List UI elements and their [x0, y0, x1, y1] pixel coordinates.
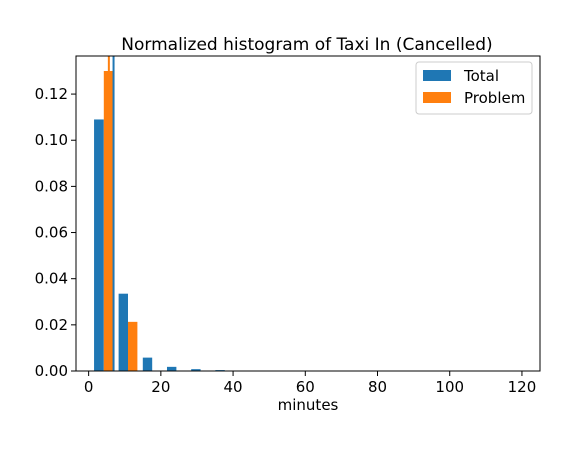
x-axis-label: minutes: [278, 396, 339, 414]
bar-total-2: [142, 357, 153, 371]
legend-swatch-total: [423, 70, 451, 81]
bar-total-4: [191, 369, 201, 371]
y-axis-ticks: 0.00 0.02 0.04 0.06 0.08 0.10 0.12: [35, 85, 76, 380]
x-tick-label: 120: [508, 378, 537, 396]
y-tick-label: 0.02: [35, 316, 68, 334]
y-tick-label: 0.06: [35, 224, 68, 242]
x-tick-label: 40: [224, 378, 243, 396]
plot-frame: [75, 55, 541, 372]
y-tick-label: 0.04: [35, 270, 68, 288]
legend-label-problem: Problem: [464, 89, 525, 107]
bar-total-3: [166, 366, 177, 371]
x-tick-label: 0: [84, 378, 94, 396]
chart-title: Normalized histogram of Taxi In (Cancell…: [121, 35, 492, 55]
bar-problem-1: [128, 321, 138, 371]
legend-swatch-problem: [423, 92, 451, 103]
bar-total-0: [94, 119, 104, 372]
x-tick-label: 100: [435, 378, 464, 396]
y-tick-label: 0.12: [35, 85, 68, 103]
legend: Total Problem: [415, 61, 533, 115]
legend-label-total: Total: [463, 67, 499, 85]
x-tick-label: 80: [368, 378, 387, 396]
y-tick-label: 0.00: [35, 362, 68, 380]
x-tick-label: 20: [151, 378, 170, 396]
y-tick-label: 0.10: [35, 131, 68, 149]
y-tick-label: 0.08: [35, 177, 68, 195]
mean-lines-group: [107, 56, 115, 371]
x-tick-label: 60: [296, 378, 315, 396]
x-axis-ticks: 0 20 40 60 80 100 120: [84, 371, 536, 396]
bar-total-1: [118, 293, 128, 371]
